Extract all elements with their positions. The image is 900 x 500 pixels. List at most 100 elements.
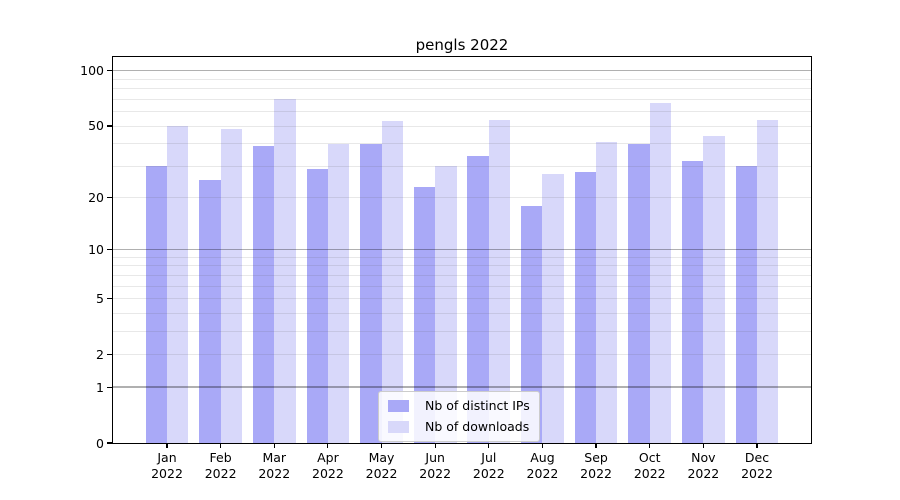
- y-tick-label-0: 0: [96, 435, 104, 451]
- gridline-70: [113, 98, 811, 100]
- bar-sep-downloads: [596, 141, 618, 443]
- x-tick-month: Apr: [317, 450, 339, 465]
- x-tick-year: 2022: [312, 466, 344, 481]
- x-tick-label-feb-2022: Feb 2022: [189, 450, 253, 482]
- x-tick-mark-jan: [166, 443, 168, 448]
- bar-aug-downloads: [542, 174, 564, 443]
- x-tick-mark-apr: [327, 443, 329, 448]
- x-tick-month: Sep: [584, 450, 608, 465]
- x-tick-year: 2022: [419, 466, 452, 481]
- y-tick-mark-5: [107, 297, 113, 300]
- gridline-1: [113, 386, 811, 388]
- x-tick-month: Feb: [209, 450, 232, 465]
- y-tick-label-5: 5: [96, 291, 104, 307]
- x-tick-label-mar-2022: Mar 2022: [242, 450, 306, 482]
- bar-nov-distinct-ips: [681, 161, 704, 443]
- bar-jan-downloads: [167, 126, 189, 443]
- x-tick-month: Jul: [481, 450, 497, 465]
- legend-label-downloads: Nb of downloads: [425, 419, 530, 434]
- y-tick-label-1: 1: [96, 379, 104, 395]
- x-tick-mark-aug: [541, 443, 544, 448]
- x-tick-year: 2022: [472, 466, 505, 481]
- x-tick-mark-sep: [595, 443, 597, 448]
- gridline-90: [113, 78, 811, 80]
- y-tick-mark-10: [107, 249, 113, 251]
- x-tick-mark-feb: [220, 443, 222, 448]
- x-tick-label-may-2022: May 2022: [350, 450, 414, 482]
- x-tick-label-aug-2022: Aug 2022: [510, 450, 574, 482]
- bar-oct-downloads: [649, 102, 672, 443]
- x-tick-label-jan-2022: Jan 2022: [135, 450, 199, 482]
- y-tick-label-10: 10: [88, 242, 104, 258]
- bars-layer: [113, 57, 811, 443]
- x-tick-year: 2022: [365, 466, 398, 481]
- bar-apr-downloads: [327, 143, 350, 443]
- x-tick-mark-oct: [649, 443, 651, 448]
- bar-oct-distinct-ips: [628, 143, 650, 443]
- x-tick-year: 2022: [151, 466, 183, 481]
- gridline-60: [113, 111, 811, 113]
- gridline-9: [113, 256, 811, 258]
- x-tick-label-nov-2022: Nov 2022: [671, 450, 735, 482]
- x-tick-year: 2022: [687, 466, 720, 481]
- y-tick-mark-1: [107, 386, 113, 388]
- x-tick-label-jul-2022: Jul 2022: [457, 450, 521, 482]
- x-tick-label-apr-2022: Apr 2022: [296, 450, 360, 482]
- bar-dec-distinct-ips: [735, 166, 757, 443]
- x-tick-label-sep-2022: Sep 2022: [564, 450, 628, 482]
- x-tick-month: Aug: [530, 450, 555, 465]
- bar-jan-distinct-ips: [145, 166, 167, 443]
- gridline-100: [113, 70, 811, 72]
- x-tick-year: 2022: [204, 466, 237, 481]
- gridline-3: [113, 330, 811, 332]
- x-tick-mark-may: [380, 443, 383, 448]
- gridline-5: [113, 298, 811, 300]
- bar-apr-distinct-ips: [306, 168, 328, 443]
- gridline-4: [113, 312, 811, 314]
- bar-may-downloads: [381, 121, 403, 443]
- legend: Nb of distinct IPs Nb of downloads: [378, 391, 540, 442]
- gridline-6: [113, 285, 811, 287]
- x-tick-year: 2022: [526, 466, 559, 481]
- gridlines-layer: [113, 57, 811, 443]
- y-tick-mark-20: [107, 196, 113, 199]
- x-tick-month: Dec: [744, 450, 770, 465]
- legend-entry-distinct-ips: Nb of distinct IPs: [388, 398, 530, 414]
- x-tick-year: 2022: [633, 466, 666, 481]
- x-tick-mark-mar: [273, 443, 275, 448]
- x-tick-month: Jun: [425, 450, 445, 465]
- x-tick-year: 2022: [580, 466, 612, 481]
- y-tick-label-20: 20: [88, 190, 104, 206]
- x-tick-month: Oct: [638, 450, 661, 465]
- bar-feb-downloads: [220, 129, 243, 443]
- x-tick-year: 2022: [258, 466, 291, 481]
- bar-jul-downloads: [488, 119, 511, 443]
- plot-area: Nb of distinct IPs Nb of downloads: [113, 57, 811, 443]
- legend-swatch-downloads: [388, 421, 409, 433]
- y-tick-label-50: 50: [88, 118, 104, 134]
- y-tick-mark-100: [107, 70, 113, 72]
- gridline-20: [113, 197, 811, 199]
- bar-jul-distinct-ips: [467, 156, 489, 443]
- bar-mar-distinct-ips: [252, 145, 275, 443]
- bar-may-distinct-ips: [360, 143, 382, 443]
- chart-title: pengls 2022: [415, 36, 509, 54]
- y-tick-label-2: 2: [96, 346, 104, 362]
- bar-jun-distinct-ips: [413, 186, 436, 443]
- bar-jun-downloads: [435, 166, 457, 443]
- bar-feb-distinct-ips: [199, 180, 221, 443]
- legend-label-distinct-ips: Nb of distinct IPs: [425, 398, 530, 413]
- y-tick-mark-2: [107, 353, 113, 355]
- gridline-30: [113, 165, 811, 167]
- bar-aug-distinct-ips: [521, 205, 543, 443]
- x-tick-month: Jan: [157, 450, 177, 465]
- gridline-80: [113, 88, 811, 90]
- x-tick-year: 2022: [741, 466, 773, 481]
- gridline-2: [113, 353, 811, 355]
- bar-mar-downloads: [274, 99, 296, 443]
- gridline-40: [113, 143, 811, 145]
- bar-dec-downloads: [757, 119, 779, 443]
- x-tick-mark-jul: [488, 443, 490, 448]
- gridline-8: [113, 265, 811, 267]
